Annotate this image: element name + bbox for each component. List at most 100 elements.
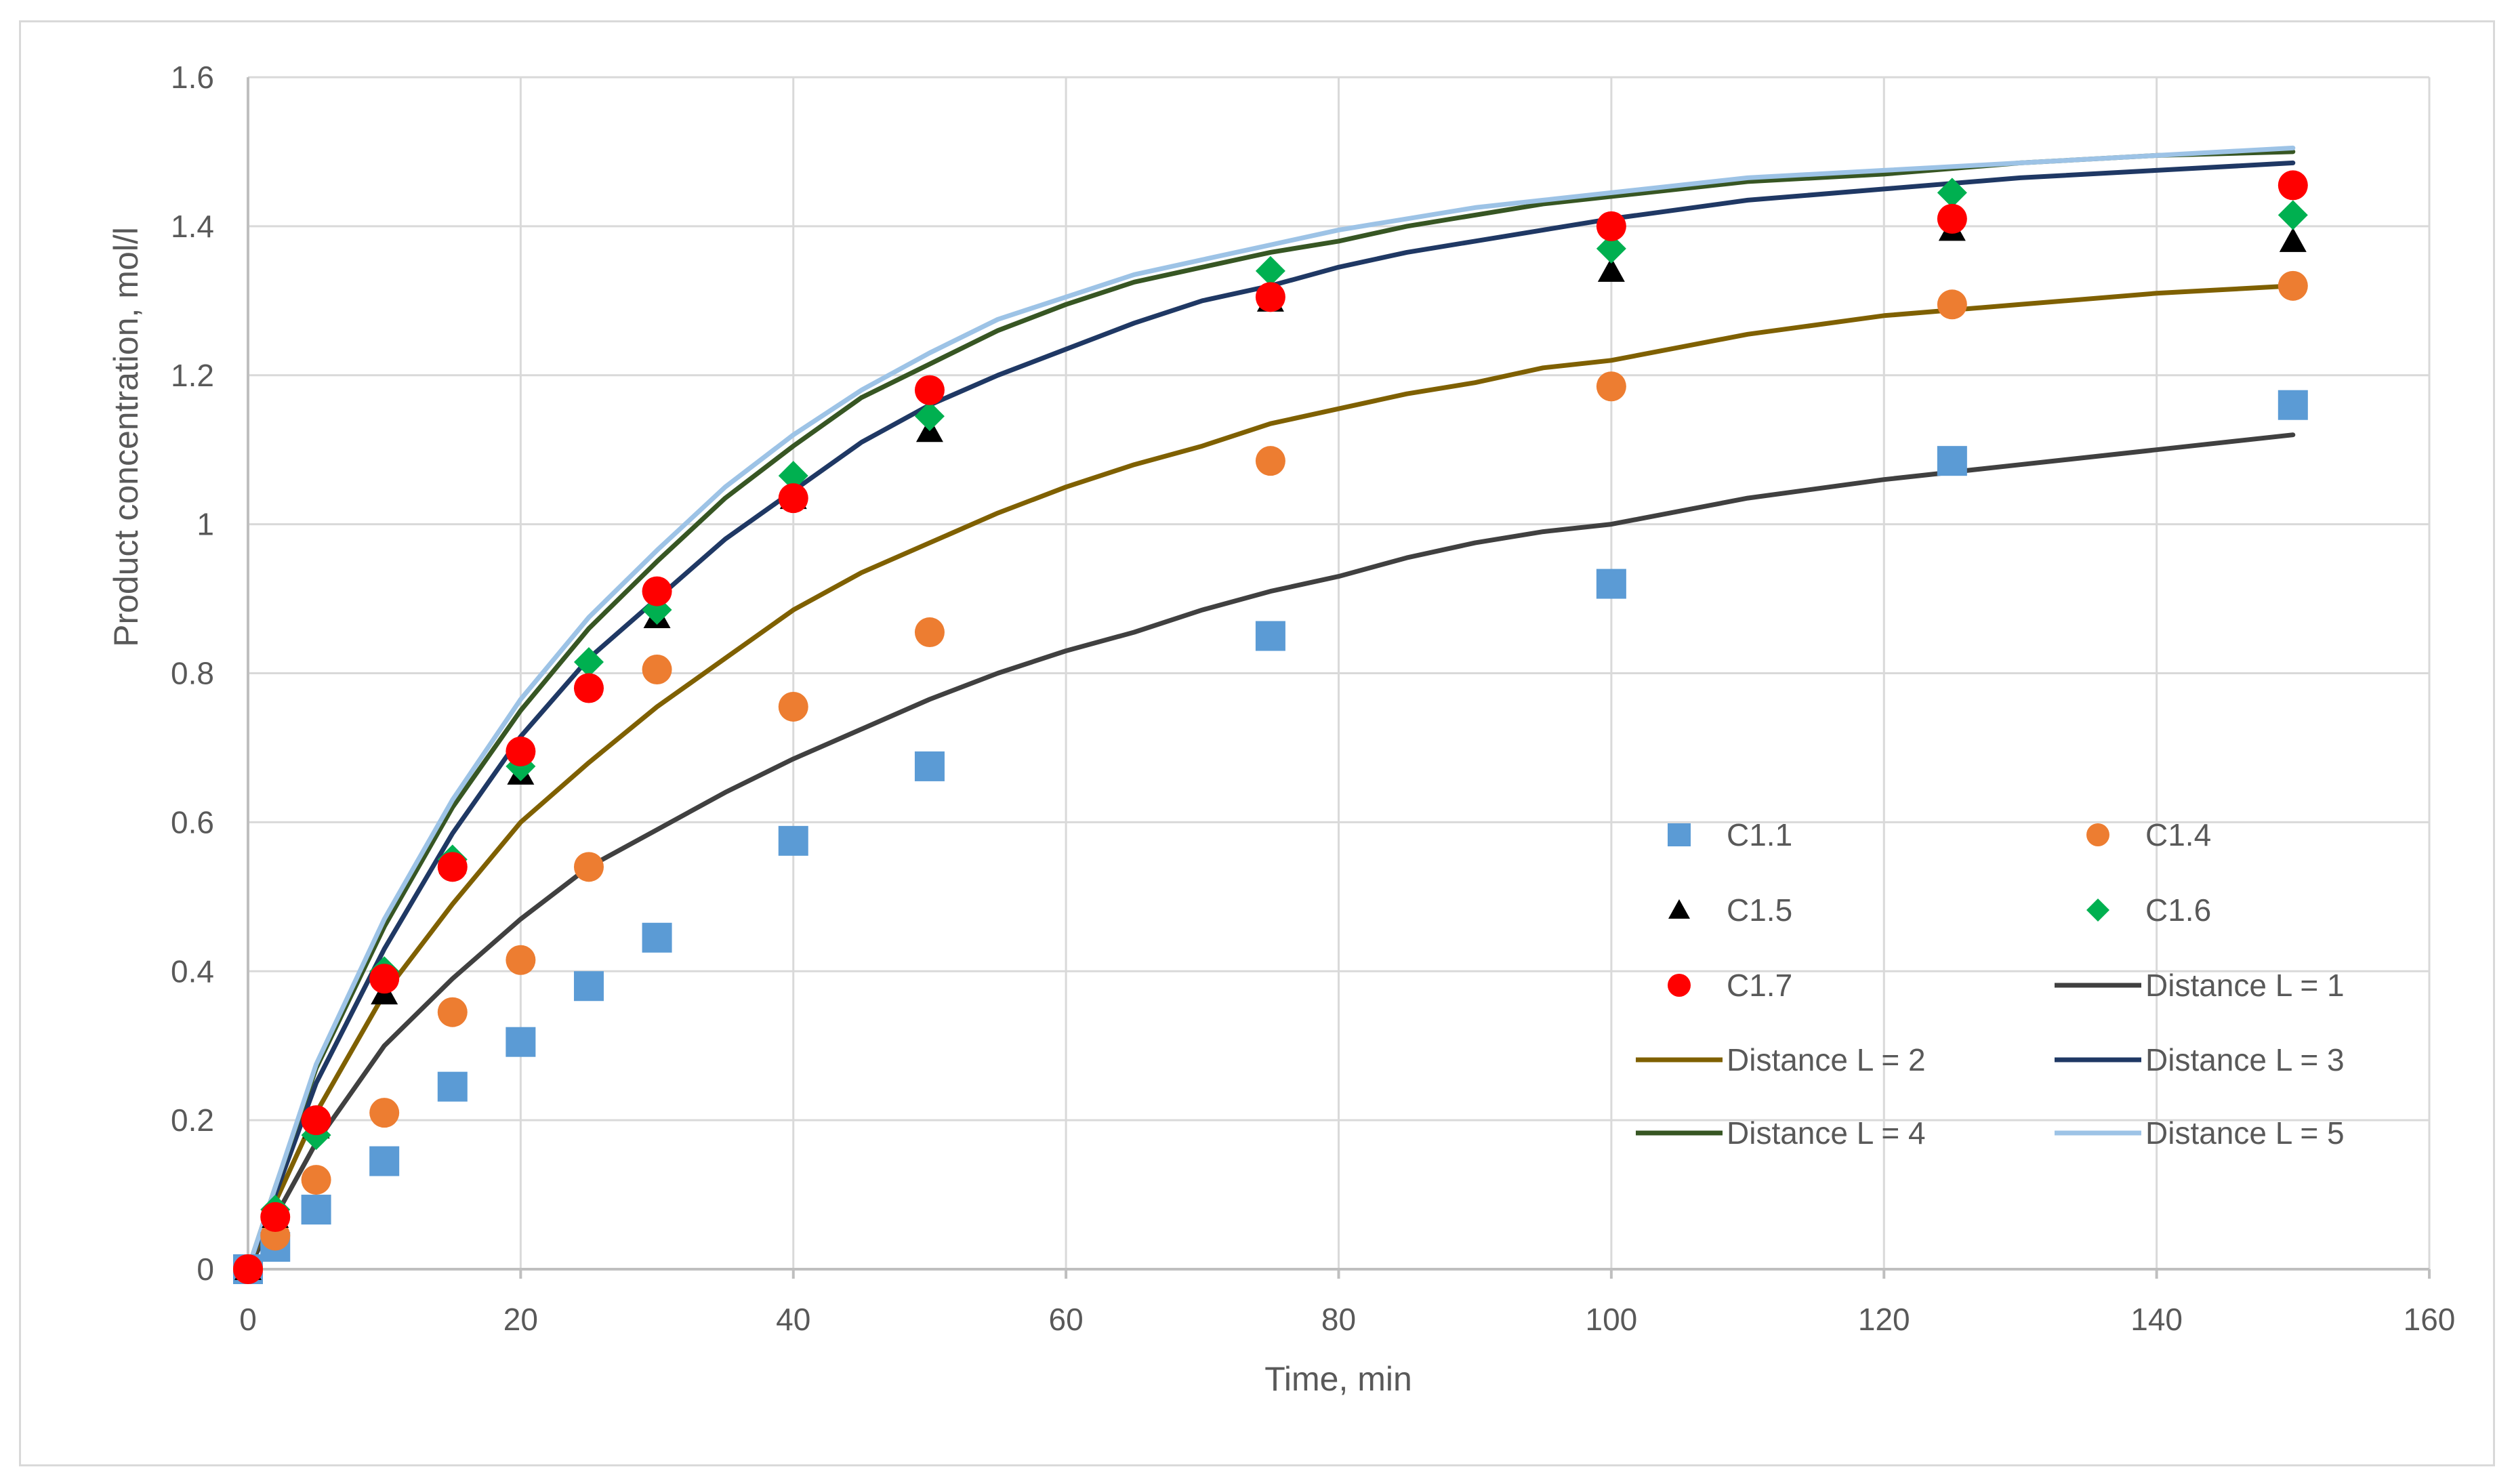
- point-c1-6: [1596, 233, 1626, 264]
- y-tick-label: 0.4: [171, 953, 214, 989]
- point-c1-4: [1255, 446, 1285, 476]
- legend-label: C1.5: [1727, 892, 1792, 928]
- point-c1-1: [778, 825, 808, 856]
- line-distance-l-1: [245, 432, 2296, 1272]
- x-tick-label: 160: [2404, 1302, 2456, 1337]
- legend-label: C1.6: [2145, 892, 2211, 928]
- point-c1-4: [301, 1165, 331, 1195]
- point-c1-6: [1937, 178, 1967, 208]
- legend-item-c1-1: C1.1: [1668, 817, 1792, 852]
- point-c1-4: [2278, 270, 2308, 301]
- point-c1-6: [1255, 255, 1285, 286]
- legend-label: C1.1: [1727, 817, 1792, 852]
- legend-marker: [1668, 823, 1691, 846]
- point-c1-6: [2278, 200, 2308, 230]
- point-c1-7: [2278, 170, 2308, 201]
- point-c1-1: [1255, 621, 1285, 651]
- legend-marker: [2086, 823, 2109, 846]
- axes: [247, 77, 2431, 1279]
- model-lines: [245, 145, 2296, 1272]
- point-c1-4: [778, 691, 808, 722]
- point-c1-4: [506, 945, 536, 975]
- legend-label: C1.7: [1727, 968, 1792, 1003]
- point-c1-1: [642, 922, 672, 953]
- point-c1-4: [573, 852, 604, 882]
- line-distance-l-3: [245, 160, 2296, 1272]
- x-tick-label: 60: [1049, 1302, 1084, 1337]
- point-c1-1: [1596, 569, 1626, 599]
- point-c1-4: [914, 617, 945, 648]
- experimental-points: [233, 170, 2308, 1284]
- legend-label: Distance L = 1: [2145, 968, 2345, 1003]
- point-c1-7: [301, 1105, 331, 1136]
- legend-label: Distance L = 2: [1727, 1042, 1926, 1077]
- point-c1-1: [506, 1027, 536, 1057]
- point-c1-6: [573, 647, 604, 678]
- point-c1-1: [301, 1195, 331, 1225]
- legend-marker: [1668, 899, 1690, 919]
- legend-marker: [2086, 899, 2109, 922]
- legend-item-distance-l-1: Distance L = 1: [2055, 968, 2345, 1003]
- x-tick-label: 80: [1321, 1302, 1356, 1337]
- chart-frame: [19, 20, 2495, 1466]
- line-distance-l-4: [245, 149, 2296, 1272]
- legend: C1.1 C1.4 C1.5 C1.6 C1.7 Distance L = 1 Distan…: [1636, 817, 2345, 1151]
- y-tick-label: 1.6: [171, 60, 214, 95]
- y-tick-label: 0.2: [171, 1102, 214, 1138]
- x-tick-label: 40: [776, 1302, 810, 1337]
- legend-marker: [1668, 974, 1691, 997]
- legend-item-distance-l-4: Distance L = 4: [1636, 1115, 1926, 1151]
- legend-item-distance-l-3: Distance L = 3: [2055, 1042, 2345, 1077]
- point-c1-1: [914, 751, 945, 781]
- point-c1-7: [778, 483, 808, 514]
- legend-label: Distance L = 3: [2145, 1042, 2345, 1077]
- point-c1-4: [437, 997, 468, 1027]
- point-c1-7: [642, 576, 672, 606]
- legend-item-c1-5: C1.5: [1668, 892, 1792, 928]
- point-c1-7: [437, 852, 468, 882]
- x-tick-label: 140: [2130, 1302, 2183, 1337]
- legend-item-c1-4: C1.4: [2086, 817, 2211, 852]
- point-c1-1: [573, 971, 604, 1002]
- legend-item-c1-7: C1.7: [1668, 968, 1792, 1003]
- y-tick-label: 0.6: [171, 804, 214, 840]
- line-distance-l-2: [245, 283, 2296, 1272]
- y-tick-label: 0.8: [171, 656, 214, 691]
- legend-label: Distance L = 4: [1727, 1115, 1926, 1151]
- point-c1-7: [369, 964, 400, 994]
- legend-item-distance-l-5: Distance L = 5: [2055, 1115, 2345, 1151]
- point-c1-4: [1937, 289, 1967, 320]
- point-c1-7: [1596, 211, 1626, 241]
- point-c1-7: [506, 736, 536, 766]
- legend-item-distance-l-2: Distance L = 2: [1636, 1042, 1926, 1077]
- point-c1-7: [1255, 282, 1285, 312]
- x-axis-title: Time, min: [1264, 1360, 1412, 1398]
- point-c1-1: [369, 1146, 400, 1176]
- point-c1-5: [2279, 227, 2307, 252]
- y-tick-label: 1: [197, 507, 214, 542]
- point-c1-7: [573, 673, 604, 703]
- point-c1-4: [642, 655, 672, 685]
- point-c1-4: [1596, 371, 1626, 402]
- point-c1-6: [914, 401, 945, 432]
- point-c1-1: [1937, 446, 1967, 476]
- y-tick-label: 1.4: [171, 209, 214, 244]
- point-c1-7: [233, 1254, 263, 1284]
- point-c1-7: [260, 1202, 291, 1233]
- y-axis-title: Product concentration, mol/l: [107, 227, 145, 647]
- x-tick-label: 120: [1858, 1302, 1910, 1337]
- point-c1-7: [1937, 203, 1967, 234]
- x-tick-label: 0: [239, 1302, 257, 1337]
- point-c1-1: [2278, 390, 2308, 420]
- tick-labels: 0 0.2 0.4 0.6 0.8 1 1.2 1.4 1.6 0 20 40 60 80 100 120 14…: [171, 60, 2455, 1337]
- point-c1-6: [778, 461, 808, 491]
- x-tick-label: 100: [1586, 1302, 1638, 1337]
- y-tick-label: 0: [197, 1252, 214, 1287]
- legend-label: C1.4: [2145, 817, 2211, 852]
- point-c1-7: [914, 375, 945, 405]
- line-distance-l-5: [245, 145, 2296, 1272]
- x-tick-label: 20: [503, 1302, 538, 1337]
- point-c1-5: [1597, 257, 1625, 282]
- point-c1-1: [437, 1071, 468, 1102]
